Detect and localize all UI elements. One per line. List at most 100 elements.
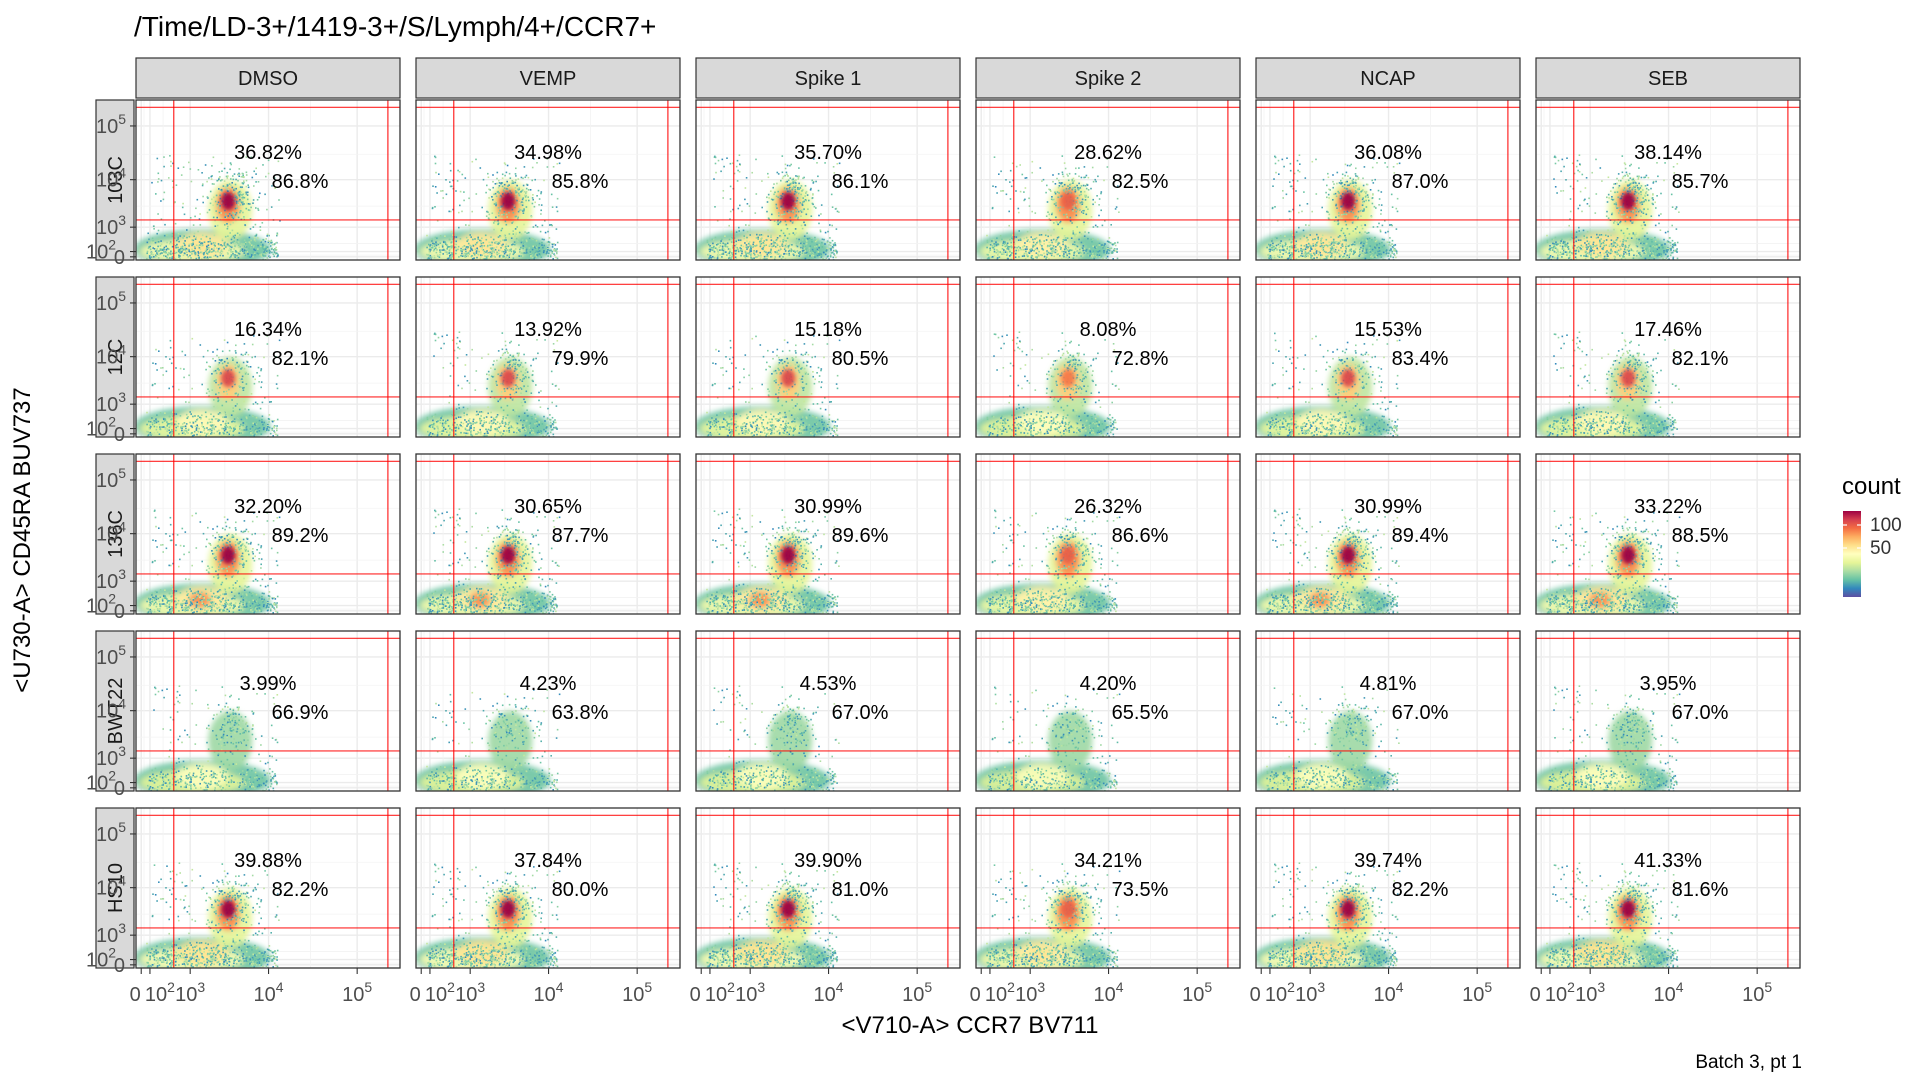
density-cloud bbox=[1536, 685, 1681, 791]
tick-label: 103 bbox=[735, 979, 765, 1006]
gate-upper-percent: 39.74% bbox=[1354, 850, 1422, 872]
gate-lines bbox=[976, 454, 1240, 614]
density-cloud bbox=[416, 331, 560, 437]
facet-strip-column: DMSO bbox=[135, 57, 401, 99]
gate-upper-percent: 16.34% bbox=[234, 319, 302, 341]
panel-border bbox=[1255, 453, 1521, 615]
tick-label: 0 bbox=[114, 778, 125, 800]
gate-lines bbox=[696, 454, 960, 614]
gate-lines bbox=[416, 808, 680, 968]
gate-lines bbox=[1536, 100, 1800, 260]
facet-panel: 38.14% 85.7% bbox=[1535, 99, 1801, 261]
density-cloud bbox=[416, 508, 561, 614]
density-cloud bbox=[696, 685, 840, 791]
gate-upper-percent: 4.20% bbox=[1080, 673, 1137, 695]
panel-border bbox=[695, 807, 961, 969]
tick-label: 104 bbox=[534, 979, 564, 1006]
gate-inner-percent: 81.0% bbox=[832, 879, 889, 901]
gate-inner-percent: 85.7% bbox=[1672, 171, 1729, 193]
tick-label: 105 bbox=[96, 642, 126, 669]
tick-label: 103 bbox=[96, 212, 126, 239]
density-cloud bbox=[976, 155, 1120, 260]
gate-inner-percent: 86.8% bbox=[272, 171, 329, 193]
gate-inner-percent: 85.8% bbox=[552, 171, 609, 193]
gate-lines bbox=[696, 277, 960, 437]
facet-panel: 16.34% 82.1% bbox=[135, 276, 401, 438]
gate-upper-percent: 15.18% bbox=[794, 319, 862, 341]
tick-label: 102 bbox=[425, 979, 455, 1006]
facet-panel: 30.65% 87.7% bbox=[415, 453, 681, 615]
density-cloud bbox=[1256, 862, 1401, 968]
panel-border bbox=[415, 99, 681, 261]
facet-panel: 4.20% 65.5% bbox=[975, 630, 1241, 792]
tick-label: 103 bbox=[96, 920, 126, 947]
density-cloud bbox=[136, 509, 281, 614]
gate-upper-percent: 4.81% bbox=[1360, 673, 1417, 695]
gate-upper-percent: 28.62% bbox=[1074, 142, 1142, 164]
panel-border bbox=[975, 453, 1241, 615]
tick-label: 0 bbox=[114, 955, 125, 977]
tick-label: 105 bbox=[96, 819, 126, 846]
gate-lines bbox=[416, 454, 680, 614]
tick-label: 105 bbox=[1742, 979, 1772, 1006]
gate-inner-percent: 87.7% bbox=[552, 525, 609, 547]
tick-label: 105 bbox=[1182, 979, 1212, 1006]
facet-strip-label: SEB bbox=[1648, 68, 1688, 90]
gate-inner-percent: 67.0% bbox=[1672, 702, 1729, 724]
gate-inner-percent: 87.0% bbox=[1392, 171, 1449, 193]
x-axis: 0 102 103 104 105 bbox=[1530, 968, 1772, 1006]
gate-upper-percent: 4.53% bbox=[800, 673, 857, 695]
facet-strip-column: VEMP bbox=[415, 57, 681, 99]
density-cloud bbox=[416, 155, 561, 260]
facet-row-label: 136C bbox=[105, 510, 127, 558]
facet-strip-row: 136C bbox=[95, 453, 135, 615]
tick-label: 102 bbox=[86, 237, 116, 264]
panel-border bbox=[1535, 630, 1801, 792]
legend-tick-label: 100 bbox=[1870, 515, 1902, 536]
gate-lines bbox=[416, 631, 680, 791]
tick-label: 104 bbox=[96, 342, 126, 369]
density-cloud bbox=[976, 686, 1121, 791]
gate-inner-percent: 86.6% bbox=[1112, 525, 1169, 547]
facet-panel: 30.99% 89.6% bbox=[695, 453, 961, 615]
gate-upper-percent: 36.08% bbox=[1354, 142, 1422, 164]
density-cloud bbox=[696, 862, 840, 968]
tick-label: 104 bbox=[96, 519, 126, 546]
gate-inner-percent: 67.0% bbox=[1392, 702, 1449, 724]
facet-panel: 36.82% 86.8% bbox=[135, 99, 401, 261]
gate-lines bbox=[1256, 277, 1520, 437]
gate-upper-percent: 32.20% bbox=[234, 496, 302, 518]
gate-inner-percent: 66.9% bbox=[272, 702, 329, 724]
panel-border bbox=[1255, 276, 1521, 438]
gate-lines bbox=[416, 277, 680, 437]
panel-border bbox=[1535, 99, 1801, 261]
facet-row-label: 12C bbox=[105, 339, 127, 376]
density-cloud bbox=[976, 863, 1121, 968]
density-cloud bbox=[136, 685, 279, 791]
gate-lines bbox=[976, 808, 1240, 968]
gate-inner-percent: 89.6% bbox=[832, 525, 889, 547]
chart-title: /Time/LD-3+/1419-3+/S/Lymph/4+/CCR7+ bbox=[134, 11, 656, 42]
panel-border bbox=[975, 807, 1241, 969]
tick-label: 104 bbox=[96, 165, 126, 192]
density-cloud bbox=[1256, 686, 1400, 791]
panel-grid bbox=[1256, 454, 1520, 614]
gate-inner-percent: 82.2% bbox=[1392, 879, 1449, 901]
gate-inner-percent: 73.5% bbox=[1112, 879, 1169, 901]
density-cloud bbox=[1256, 154, 1401, 260]
gate-inner-percent: 88.5% bbox=[1672, 525, 1729, 547]
density-cloud bbox=[1536, 331, 1680, 437]
gate-lines bbox=[976, 100, 1240, 260]
tick-label: 103 bbox=[1295, 979, 1325, 1006]
gate-inner-percent: 81.6% bbox=[1672, 879, 1729, 901]
panel-border bbox=[695, 630, 961, 792]
facet-panel: 36.08% 87.0% bbox=[1255, 99, 1521, 261]
density-cloud bbox=[976, 509, 1121, 614]
gate-lines bbox=[696, 631, 960, 791]
panel-border bbox=[695, 99, 961, 261]
facet-strip-column: Spike 2 bbox=[975, 57, 1241, 99]
facet-strip-label: VEMP bbox=[520, 68, 577, 90]
tick-label: 0 bbox=[114, 247, 125, 269]
